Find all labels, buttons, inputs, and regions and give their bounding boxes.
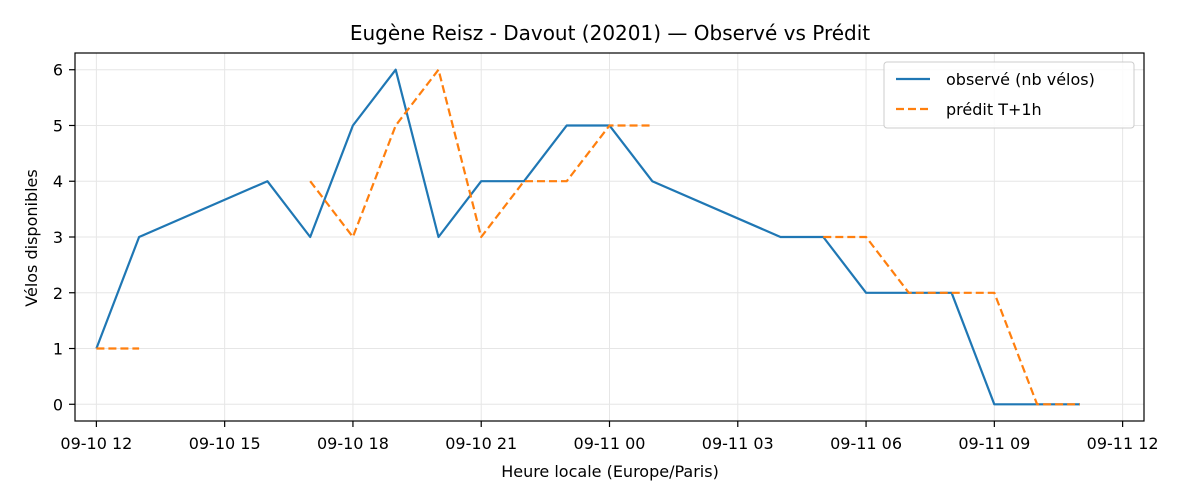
chart-title: Eugène Reisz - Davout (20201) — Observé … [350, 21, 870, 45]
predicted-series-line [309, 68, 653, 239]
legend-label-predicted: prédit T+1h [946, 100, 1042, 119]
x-tick-label: 09-10 21 [445, 434, 517, 453]
x-tick-label: 09-10 12 [60, 434, 132, 453]
x-axis-label: Heure locale (Europe/Paris) [501, 462, 719, 481]
y-tick-label: 1 [53, 340, 63, 359]
y-tick-label: 2 [53, 284, 63, 303]
legend-box [883, 61, 1135, 129]
y-tick-label: 0 [53, 395, 63, 414]
y-tick-label: 6 [53, 61, 63, 80]
y-axis: 0 1 2 3 4 5 6 [53, 61, 75, 414]
x-tick-label: 09-11 03 [702, 434, 774, 453]
predicted-series-line [823, 235, 1080, 406]
series-lines [95, 68, 1080, 406]
y-tick-label: 4 [53, 172, 63, 191]
legend-label-observed: observé (nb vélos) [946, 70, 1095, 89]
y-axis-label: Vélos disponibles [22, 169, 41, 306]
grid-lines [75, 53, 1144, 421]
x-axis: 09-10 12 09-10 15 09-10 18 09-10 21 09-11 00… [60, 421, 1159, 453]
x-tick-label: 09-11 12 [1087, 434, 1159, 453]
x-tick-label: 09-11 09 [958, 434, 1030, 453]
y-tick-label: 3 [53, 228, 63, 247]
x-tick-label: 09-10 15 [189, 434, 261, 453]
x-tick-label: 09-11 00 [574, 434, 646, 453]
y-tick-label: 5 [53, 116, 63, 135]
x-tick-label: 09-11 06 [830, 434, 902, 453]
legend: observé (nb vélos) prédit T+1h [883, 61, 1135, 129]
x-tick-label: 09-10 18 [317, 434, 389, 453]
